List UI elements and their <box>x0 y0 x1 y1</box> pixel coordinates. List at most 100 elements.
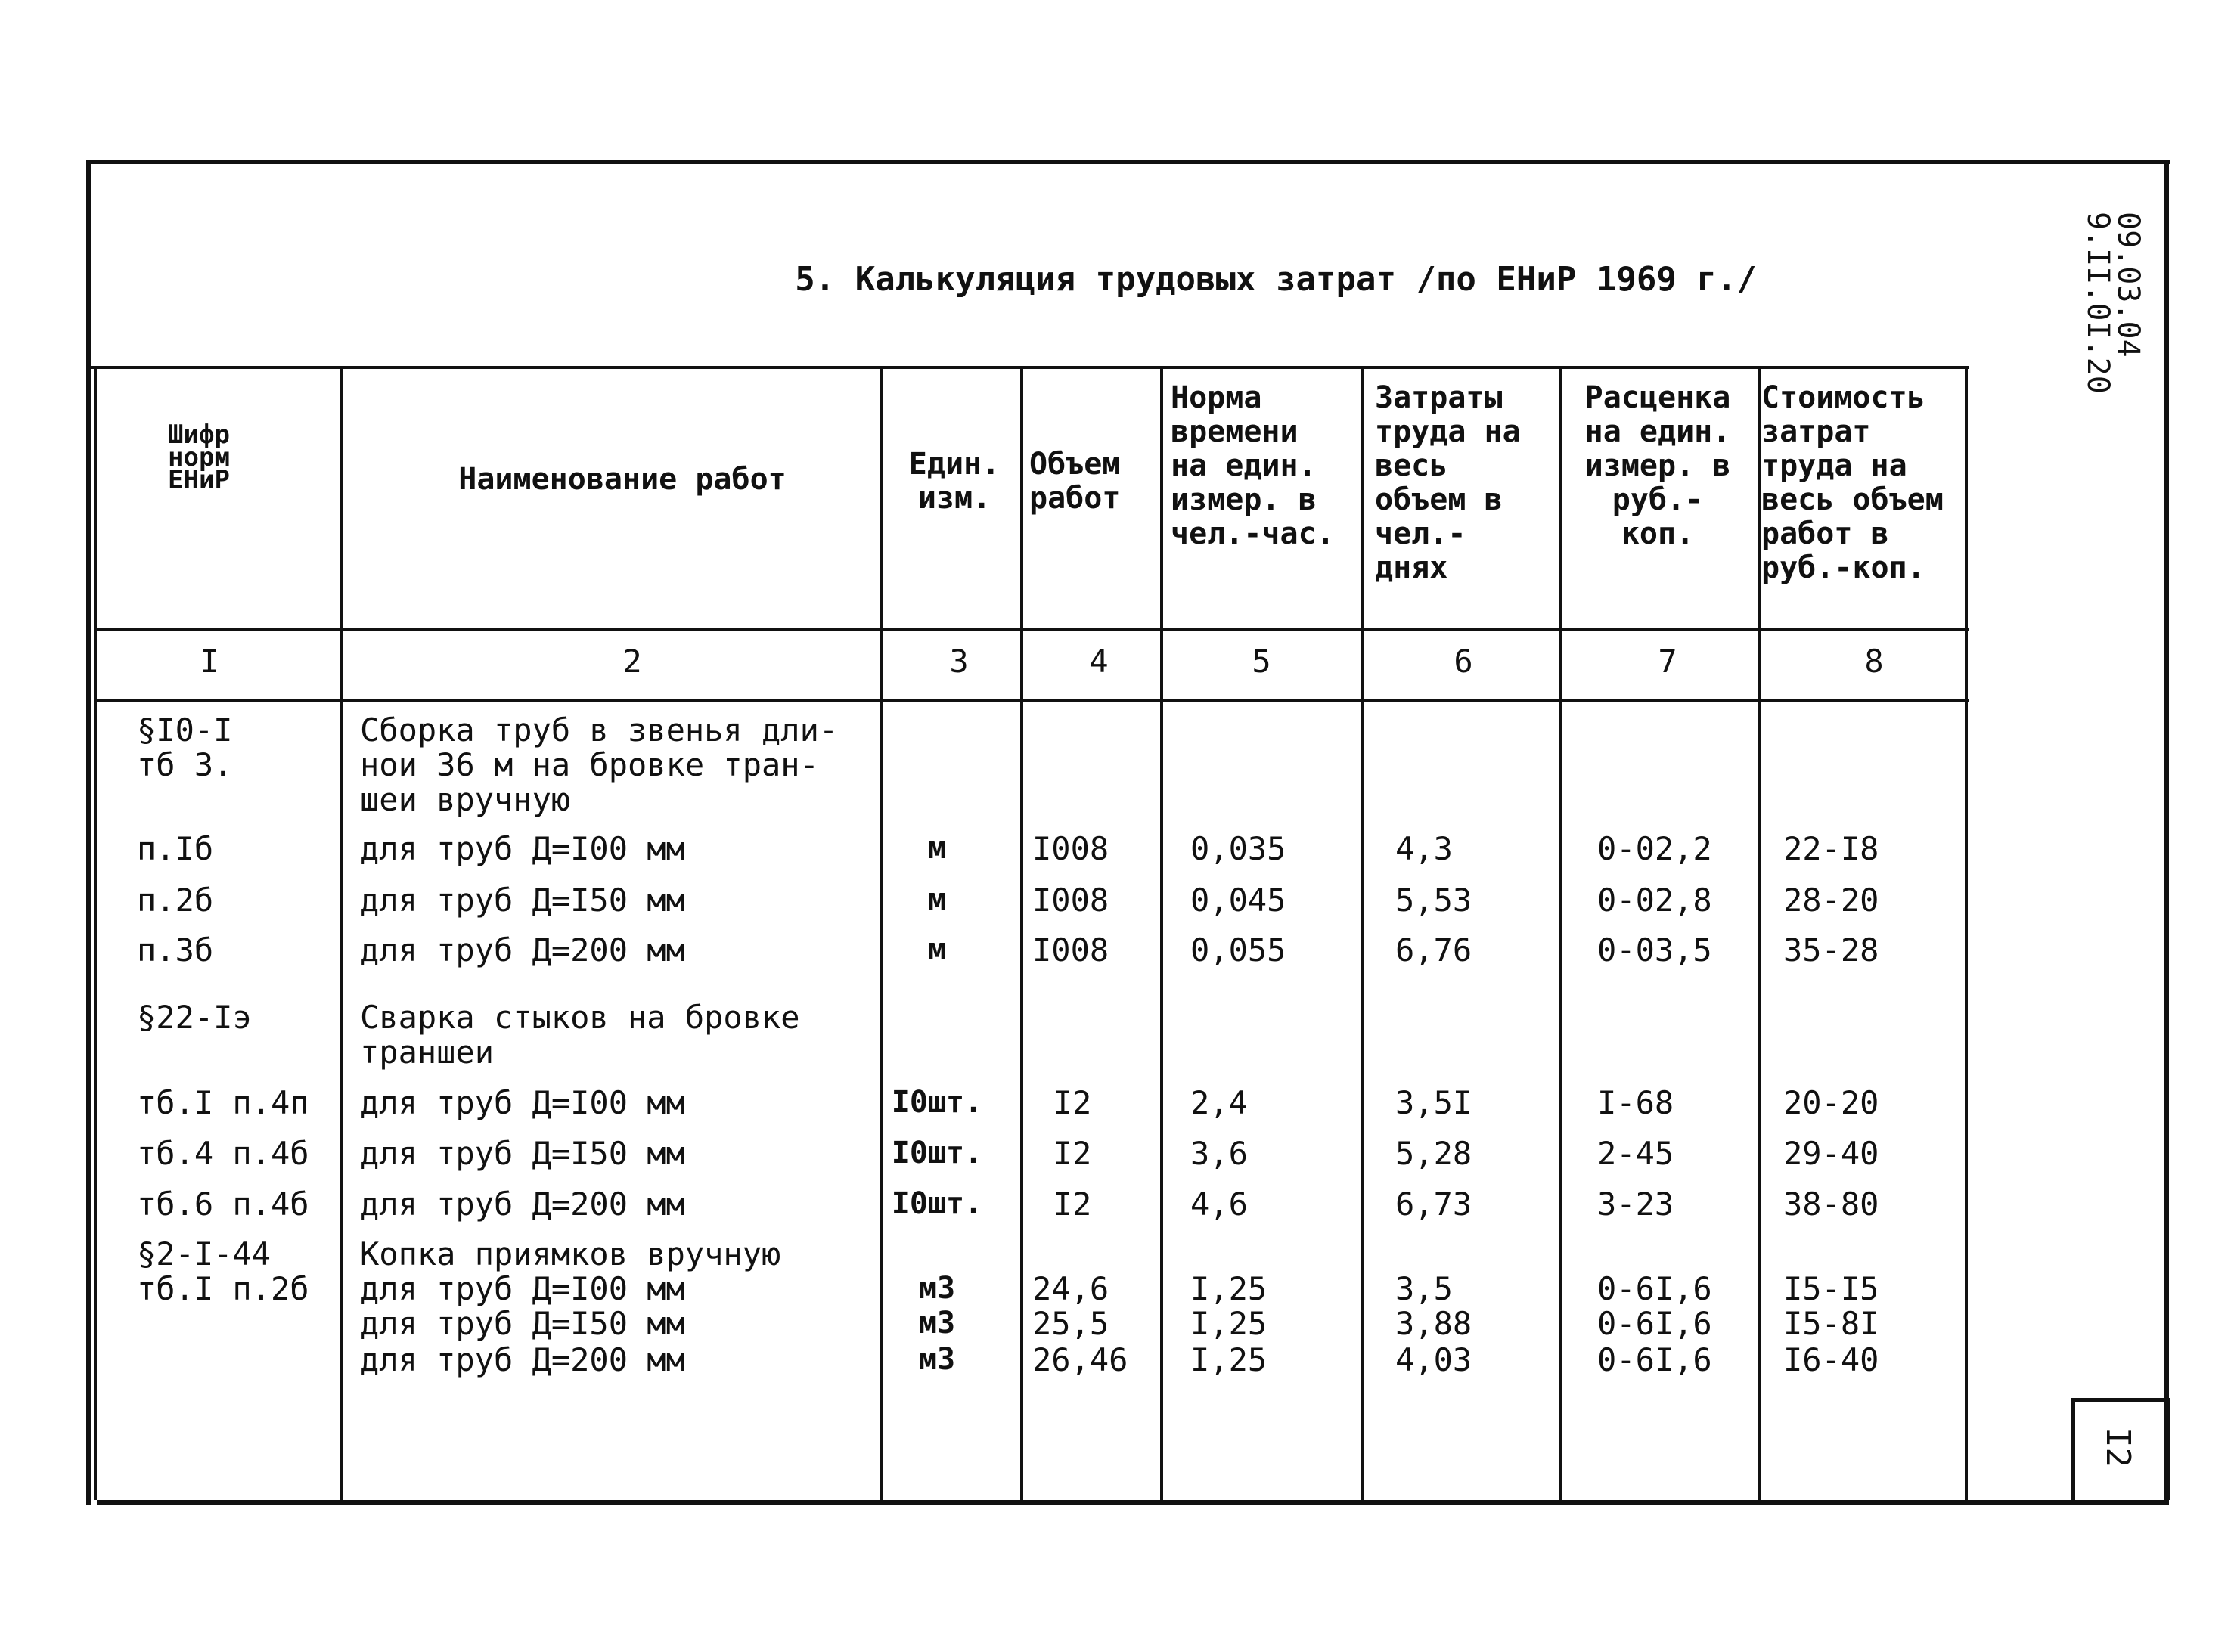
cell-name: для труб Д=200 мм <box>360 1186 685 1223</box>
column-header-1: Шифр норм ЕНиР <box>168 420 230 495</box>
cell-name: для труб Д=I00 мм <box>360 1270 685 1307</box>
frame-top <box>86 160 2170 164</box>
column-header-3: Един. изм. <box>908 447 1001 516</box>
column-divider <box>1965 366 1968 1500</box>
frame-bottom <box>97 1500 2169 1505</box>
cell-code: тб.I п.2б <box>137 1270 309 1307</box>
cell-rate: 0-6I,6 <box>1597 1305 1712 1342</box>
cell-cost: 38-80 <box>1783 1186 1879 1223</box>
frame-left <box>86 160 91 1505</box>
document-title: 5. Калькуляция трудовых затрат /по ЕНиР … <box>795 260 1757 299</box>
cell-unit: м <box>927 831 947 866</box>
cell-name: для труб Д=I50 мм <box>360 1305 685 1342</box>
cell-rate: 0-02,2 <box>1597 830 1712 867</box>
column-number: I <box>200 643 219 680</box>
cell-unit: м <box>927 882 947 917</box>
column-number: 3 <box>949 643 969 680</box>
cell-volume: 25,5 <box>1032 1305 1109 1342</box>
cell-unit: I0шт. <box>891 1085 983 1120</box>
cell-volume: 26,46 <box>1032 1341 1128 1378</box>
cell-cost: I6-40 <box>1783 1341 1879 1378</box>
header-top-line <box>89 366 1969 369</box>
side-code: 09.03.04 9.II.0I.20 <box>2080 212 2146 394</box>
header-bottom-line <box>94 628 1969 631</box>
cell-volume: I008 <box>1032 882 1109 919</box>
cell-labor: 6,76 <box>1395 931 1472 969</box>
cell-rate: 0-6I,6 <box>1597 1270 1712 1307</box>
cell-unit: м <box>927 932 947 967</box>
cell-name: для труб Д=I50 мм <box>360 882 685 919</box>
cell-unit: м3 <box>918 1271 956 1306</box>
cell-volume: I008 <box>1032 931 1109 969</box>
cell-rate: 2-45 <box>1597 1135 1674 1172</box>
cell-cost: 35-28 <box>1783 931 1879 969</box>
cell-cost: I5-I5 <box>1783 1270 1879 1307</box>
cell-cost: I5-8I <box>1783 1305 1879 1342</box>
column-number: 4 <box>1089 643 1109 680</box>
cell-name: для труб Д=I00 мм <box>360 830 685 867</box>
cell-code: п.2б <box>137 882 214 919</box>
page-number: I2 <box>2098 1427 2137 1468</box>
cell-name: для труб Д=200 мм <box>360 1341 685 1378</box>
column-number: 7 <box>1658 643 1677 680</box>
cell-norm: I,25 <box>1190 1305 1267 1342</box>
cell-norm: 0,035 <box>1190 830 1286 867</box>
cell-rate: 0-6I,6 <box>1597 1341 1712 1378</box>
column-divider <box>1361 366 1364 1500</box>
cell-norm: 2,4 <box>1190 1084 1248 1121</box>
cell-norm: I,25 <box>1190 1270 1267 1307</box>
cell-code: тб.4 п.4б <box>137 1135 309 1172</box>
cell-volume: I008 <box>1032 830 1109 867</box>
cell-name: Сборка труб в звенья дли- нои 36 м на бр… <box>360 711 839 818</box>
cell-cost: 29-40 <box>1783 1135 1879 1172</box>
cell-code: тб.6 п.4б <box>137 1186 309 1223</box>
cell-volume: I2 <box>1053 1135 1092 1172</box>
cell-cost: 28-20 <box>1783 882 1879 919</box>
cell-code: §I0-I тб 3. <box>137 711 233 783</box>
cell-code: п.Iб <box>137 830 214 867</box>
column-header-6: Затраты труда на весь объем в чел.- днях <box>1375 380 1521 585</box>
cell-name: для труб Д=I00 мм <box>360 1084 685 1121</box>
cell-unit: м3 <box>918 1306 956 1341</box>
column-number: 6 <box>1454 643 1473 680</box>
cell-unit: м3 <box>918 1342 956 1377</box>
cell-code: §22-Iэ <box>137 999 252 1036</box>
cell-rate: 0-03,5 <box>1597 931 1712 969</box>
column-divider <box>340 366 343 1500</box>
cell-labor: 3,88 <box>1395 1305 1472 1342</box>
page-number-box: I2 <box>2071 1398 2170 1500</box>
column-header-8: Стоимость затрат труда на весь объем раб… <box>1761 380 1944 585</box>
cell-labor: 5,28 <box>1395 1135 1472 1172</box>
cell-rate: 0-02,8 <box>1597 882 1712 919</box>
cell-norm: 3,6 <box>1190 1135 1248 1172</box>
cell-norm: 4,6 <box>1190 1186 1248 1223</box>
cell-labor: 4,03 <box>1395 1341 1472 1378</box>
cell-name: Копка приямков вручную <box>360 1235 781 1272</box>
frame-right <box>2164 160 2169 1505</box>
cell-rate: I-68 <box>1597 1084 1674 1121</box>
column-number: 5 <box>1252 643 1271 680</box>
cell-volume: 24,6 <box>1032 1270 1109 1307</box>
numbers-bottom-line <box>94 699 1969 702</box>
column-divider <box>1758 366 1761 1500</box>
column-header-2: Наименование работ <box>458 462 787 497</box>
cell-name: для труб Д=200 мм <box>360 931 685 969</box>
column-number: 8 <box>1864 643 1884 680</box>
cell-labor: 3,5 <box>1395 1270 1453 1307</box>
cell-labor: 3,5I <box>1395 1084 1472 1121</box>
cell-norm: 0,045 <box>1190 882 1286 919</box>
cell-code: тб.I п.4п <box>137 1084 309 1121</box>
cell-name: Сварка стыков на бровке траншеи <box>360 999 800 1071</box>
cell-volume: I2 <box>1053 1186 1092 1223</box>
column-divider <box>880 366 883 1500</box>
column-number: 2 <box>622 643 642 680</box>
cell-norm: I,25 <box>1190 1341 1267 1378</box>
column-divider <box>1020 366 1023 1500</box>
cell-labor: 5,53 <box>1395 882 1472 919</box>
column-header-4: Объем работ <box>1029 447 1121 516</box>
cell-code: п.3б <box>137 931 214 969</box>
cell-volume: I2 <box>1053 1084 1092 1121</box>
cell-cost: 20-20 <box>1783 1084 1879 1121</box>
column-divider <box>94 366 97 1500</box>
cell-norm: 0,055 <box>1190 931 1286 969</box>
